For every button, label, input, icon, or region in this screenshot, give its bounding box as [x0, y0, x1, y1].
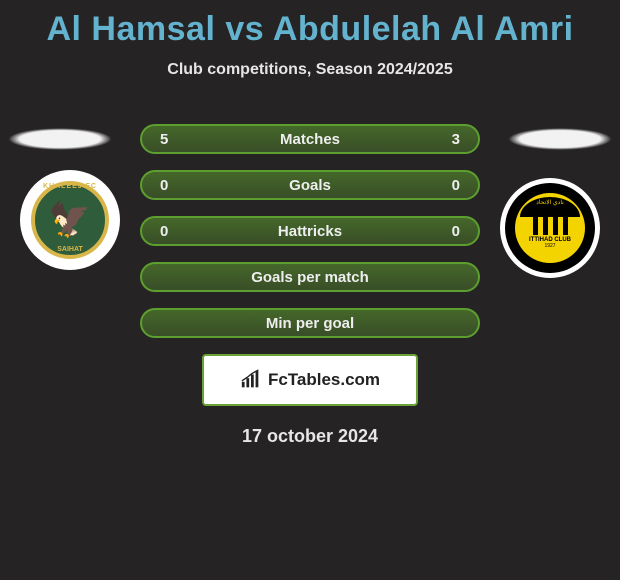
shadow-left [8, 128, 112, 150]
stat-label: Min per goal [266, 315, 354, 332]
stat-rows: 5 Matches 3 0 Goals 0 0 Hattricks 0 Goal… [140, 124, 480, 447]
team-crest-right: نادي الاتحاد ITTIHAD CLUB 1927 [500, 178, 600, 278]
stat-left-value: 0 [160, 177, 200, 194]
ittihad-arc: نادي الاتحاد [520, 197, 580, 217]
falcon-icon: 🦅 [49, 203, 91, 237]
stat-row-mpg: Min per goal [140, 308, 480, 338]
stat-row-hattricks: 0 Hattricks 0 [140, 216, 480, 246]
ittihad-year: 1927 [544, 243, 555, 249]
badge-left-bottom-text: SAIHAT [35, 246, 105, 253]
stat-row-gpm: Goals per match [140, 262, 480, 292]
branding-text: FcTables.com [268, 370, 380, 390]
page-title: Al Hamsal vs Abdulelah Al Amri [0, 0, 620, 49]
stat-left-value: 0 [160, 223, 200, 240]
team-crest-left: KHALEEJ FC 🦅 SAIHAT [20, 170, 120, 270]
stat-label: Goals per match [251, 269, 369, 286]
stat-right-value: 0 [420, 223, 460, 240]
stat-right-value: 3 [420, 131, 460, 148]
stat-left-value: 5 [160, 131, 200, 148]
date-text: 17 october 2024 [140, 426, 480, 447]
season-subtitle: Club competitions, Season 2024/2025 [0, 61, 620, 79]
ittihad-badge-core: نادي الاتحاد ITTIHAD CLUB 1927 [515, 193, 585, 263]
stat-row-matches: 5 Matches 3 [140, 124, 480, 154]
badge-left-top-text: KHALEEJ FC [35, 183, 105, 190]
bar-chart-icon [240, 369, 262, 391]
stat-row-goals: 0 Goals 0 [140, 170, 480, 200]
ittihad-badge: نادي الاتحاد ITTIHAD CLUB 1927 [505, 183, 595, 273]
shadow-right [508, 128, 612, 150]
stat-right-value: 0 [420, 177, 460, 194]
khaleej-badge: KHALEEJ FC 🦅 SAIHAT [31, 181, 109, 259]
branding-box: FcTables.com [202, 354, 418, 406]
